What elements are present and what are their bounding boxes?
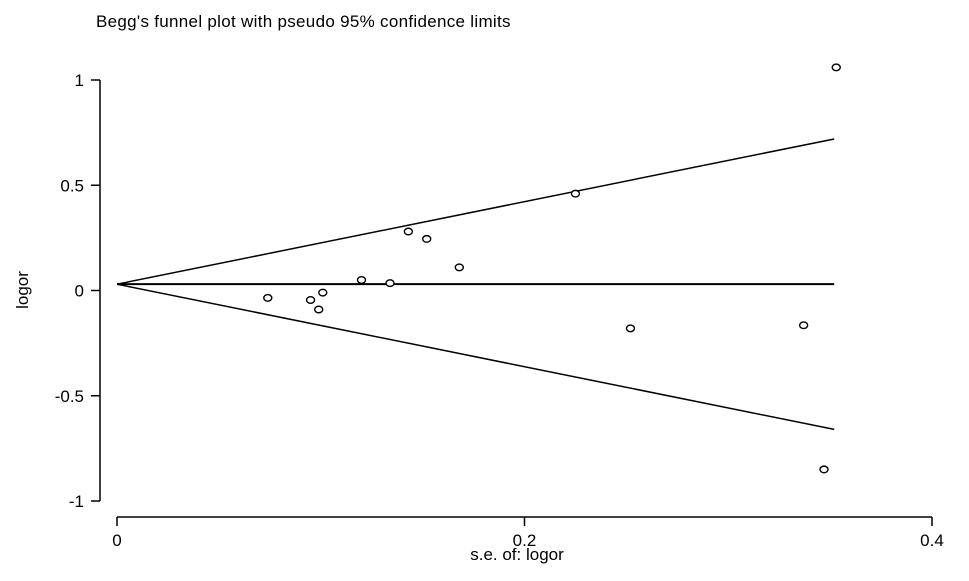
data-point — [454, 263, 464, 272]
data-point — [570, 189, 581, 198]
data-point — [831, 63, 841, 72]
x-tick-label: 0 — [112, 531, 121, 550]
y-tick-label: 0 — [75, 282, 84, 301]
data-point — [385, 279, 395, 288]
y-tick-label: 0.5 — [60, 176, 84, 195]
data-point — [314, 305, 324, 314]
data-point — [798, 321, 809, 330]
data-point — [318, 288, 328, 297]
y-tick-label: -1 — [69, 492, 84, 511]
y-tick-label: -0.5 — [55, 387, 84, 406]
confidence-limits — [116, 138, 835, 431]
y-axis-title: logor — [13, 271, 32, 309]
data-points — [263, 63, 841, 474]
x-axis-title: s.e. of: logor — [470, 545, 564, 564]
data-point — [305, 295, 316, 304]
chart-title: Begg's funnel plot with pseudo 95% confi… — [96, 12, 511, 31]
data-point — [263, 293, 273, 302]
x-tick-label: 0.4 — [920, 531, 944, 550]
data-point — [625, 324, 636, 333]
y-tick-label: 1 — [75, 71, 84, 90]
data-point — [403, 227, 414, 236]
data-point — [356, 275, 367, 284]
axes: 1 0.5 0 -0.5 -1 0 0.2 0.4 — [55, 71, 944, 550]
lower-confidence-limit — [116, 283, 835, 431]
data-point — [422, 234, 432, 243]
x-tick-label: 0.2 — [513, 531, 537, 550]
upper-confidence-limit — [116, 138, 835, 285]
data-point — [819, 465, 829, 474]
